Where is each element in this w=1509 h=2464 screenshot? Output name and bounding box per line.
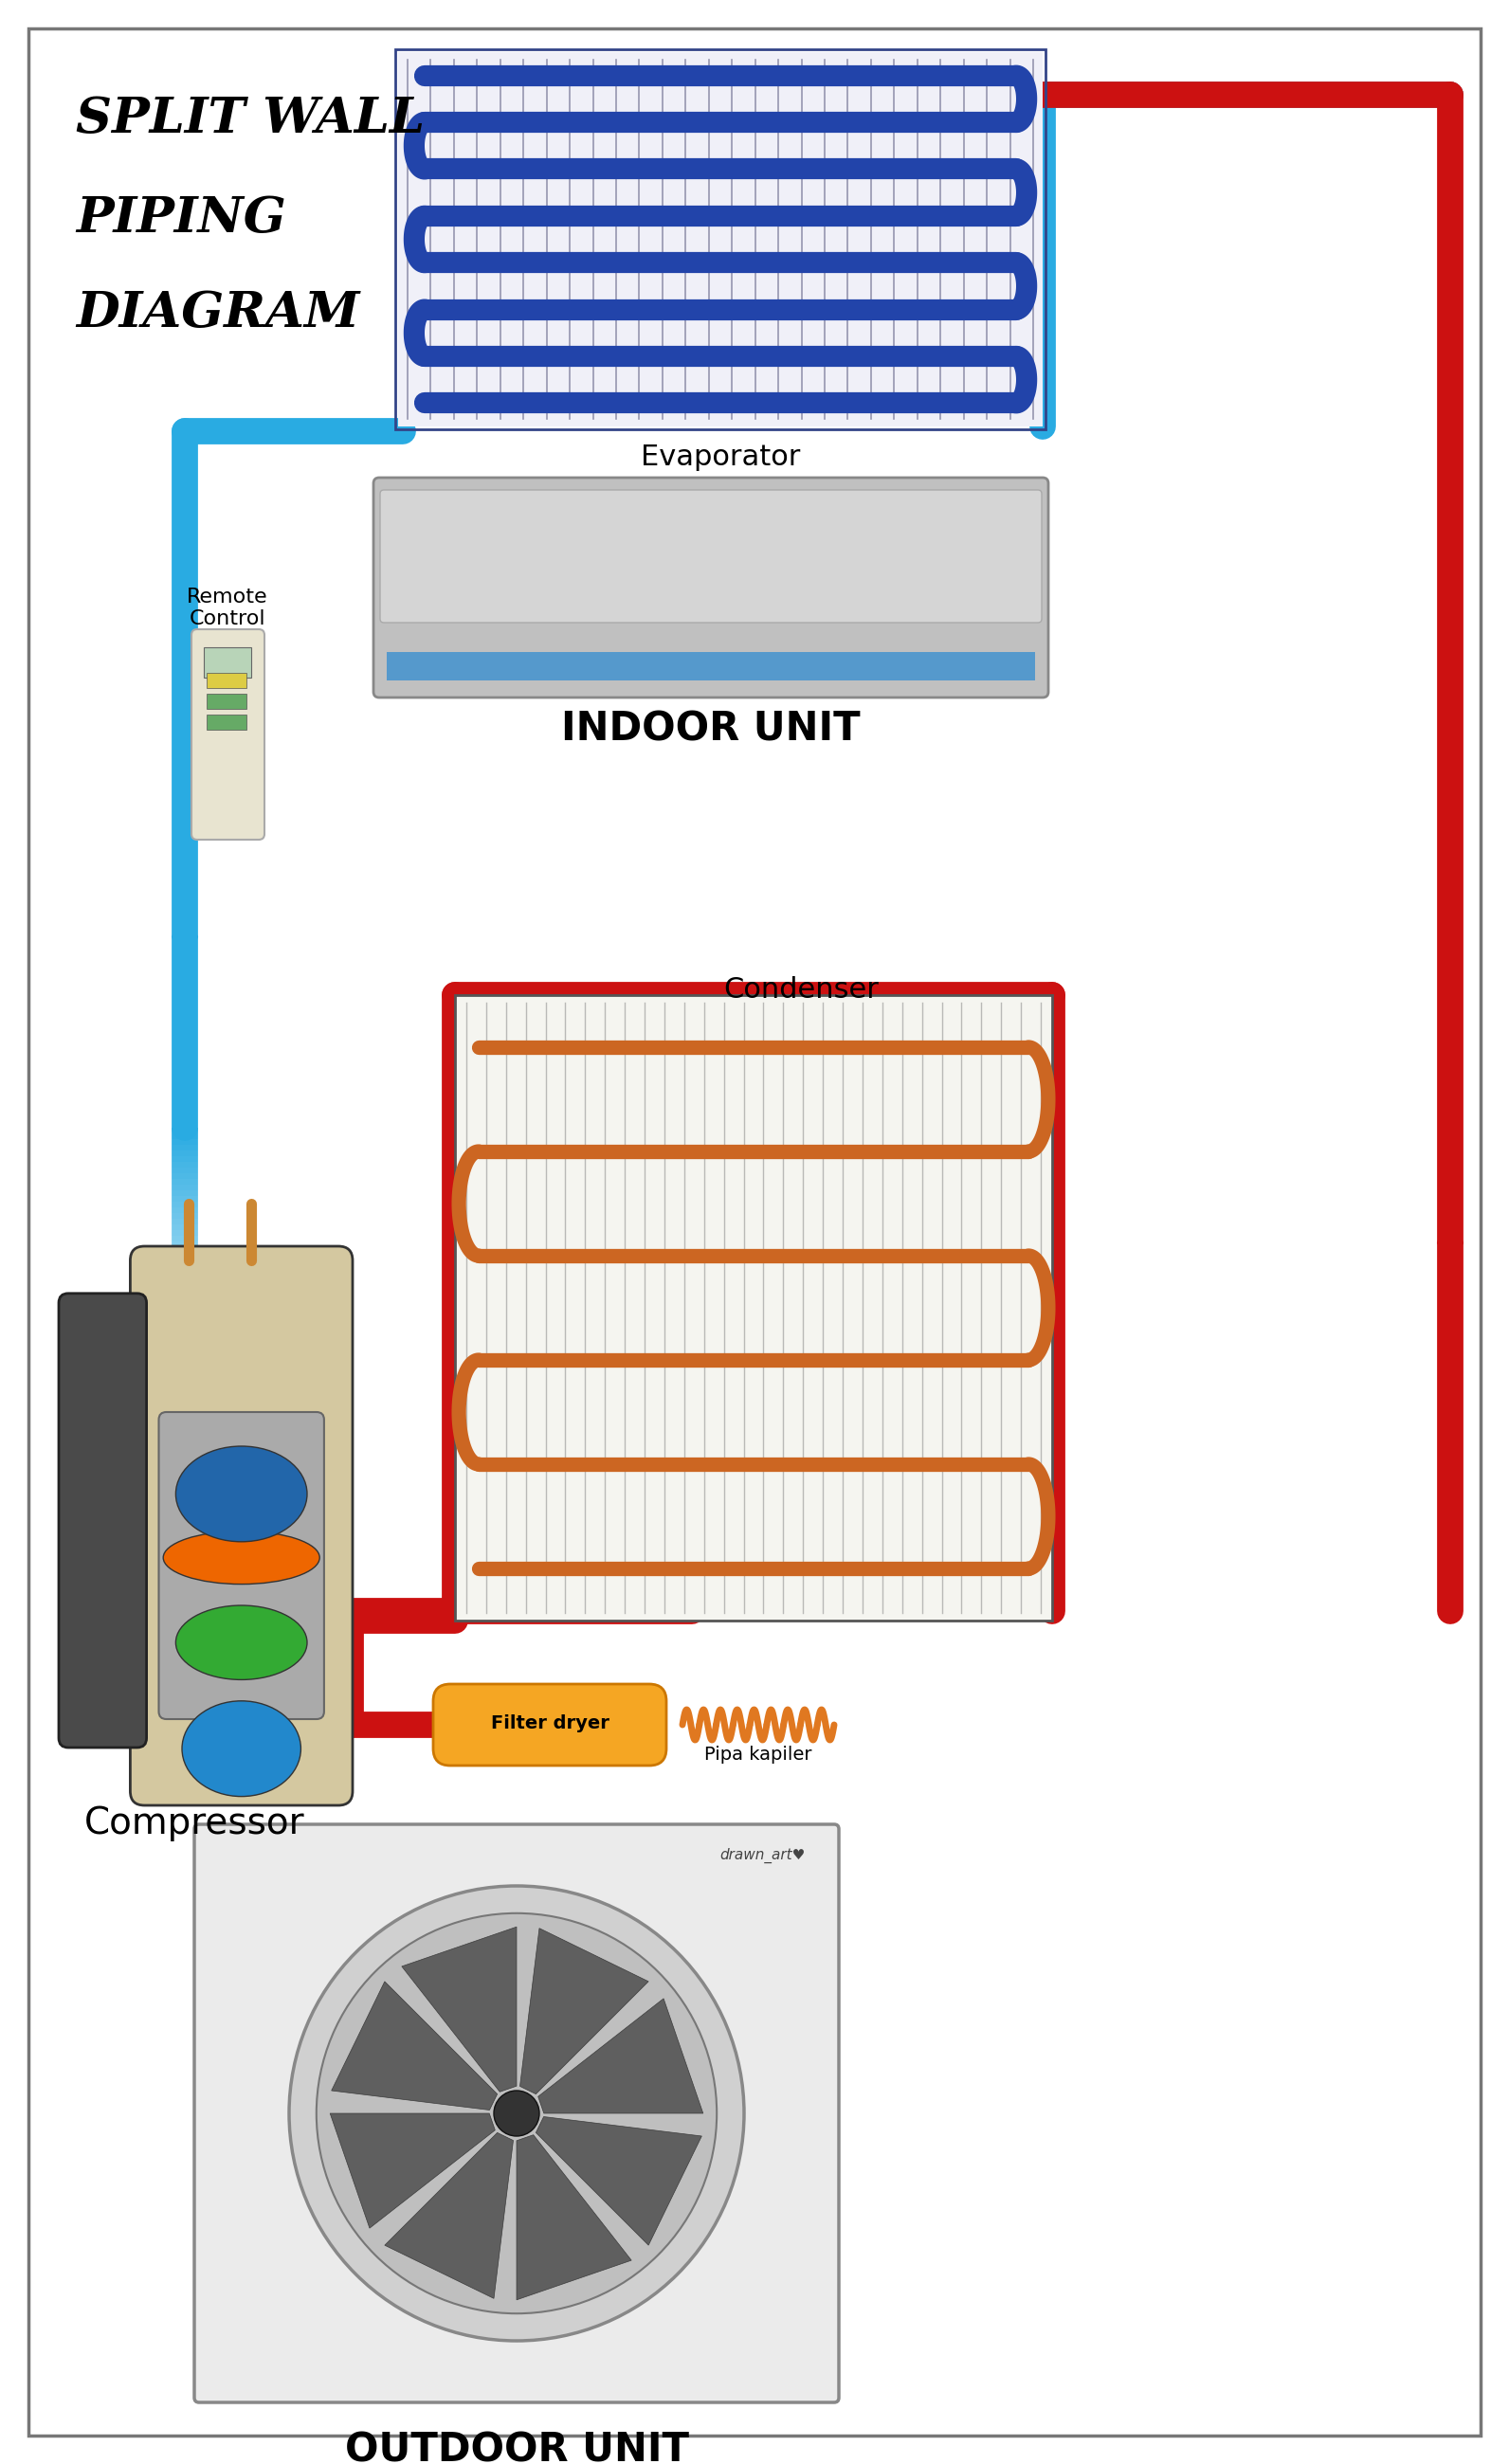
Ellipse shape bbox=[175, 1607, 308, 1680]
Polygon shape bbox=[536, 2117, 702, 2245]
Bar bbox=[395, 49, 1046, 429]
Circle shape bbox=[290, 1885, 744, 2341]
FancyBboxPatch shape bbox=[380, 490, 1041, 623]
Ellipse shape bbox=[175, 1446, 308, 1542]
FancyBboxPatch shape bbox=[59, 1294, 146, 1747]
Bar bbox=[207, 695, 246, 710]
Polygon shape bbox=[521, 1929, 649, 2094]
Text: DIAGRAM: DIAGRAM bbox=[75, 288, 359, 338]
Bar bbox=[207, 673, 246, 687]
Circle shape bbox=[317, 1912, 717, 2314]
FancyBboxPatch shape bbox=[195, 1823, 839, 2402]
Polygon shape bbox=[516, 2134, 631, 2299]
Text: Pipa kapiler: Pipa kapiler bbox=[705, 1745, 812, 1764]
Text: Condenser: Condenser bbox=[723, 976, 878, 1003]
Polygon shape bbox=[539, 1998, 703, 2114]
Text: Evaporator: Evaporator bbox=[641, 444, 800, 471]
Text: OUTDOOR UNIT: OUTDOOR UNIT bbox=[344, 2432, 688, 2464]
Polygon shape bbox=[332, 1981, 498, 2109]
FancyBboxPatch shape bbox=[192, 628, 264, 840]
Text: SPLIT WALL: SPLIT WALL bbox=[75, 94, 424, 143]
Text: PIPING: PIPING bbox=[75, 195, 287, 241]
Text: Filter dryer: Filter dryer bbox=[490, 1715, 610, 1732]
Ellipse shape bbox=[183, 1700, 300, 1796]
Text: INDOOR UNIT: INDOOR UNIT bbox=[561, 710, 860, 749]
Ellipse shape bbox=[163, 1530, 320, 1584]
Polygon shape bbox=[330, 2114, 495, 2227]
Text: Compressor: Compressor bbox=[85, 1806, 305, 1841]
Bar bbox=[386, 653, 1035, 680]
Bar bbox=[456, 995, 1052, 1621]
Bar bbox=[207, 715, 246, 729]
FancyBboxPatch shape bbox=[130, 1247, 353, 1806]
Polygon shape bbox=[401, 1927, 516, 2092]
FancyBboxPatch shape bbox=[433, 1683, 667, 1767]
Text: Remote
Control: Remote Control bbox=[187, 586, 269, 628]
FancyBboxPatch shape bbox=[373, 478, 1049, 697]
Bar bbox=[204, 648, 250, 678]
Polygon shape bbox=[385, 2134, 513, 2299]
Circle shape bbox=[493, 2089, 539, 2136]
FancyBboxPatch shape bbox=[158, 1412, 324, 1720]
Bar bbox=[398, 52, 1043, 426]
Text: drawn_art♥: drawn_art♥ bbox=[720, 1848, 806, 1863]
